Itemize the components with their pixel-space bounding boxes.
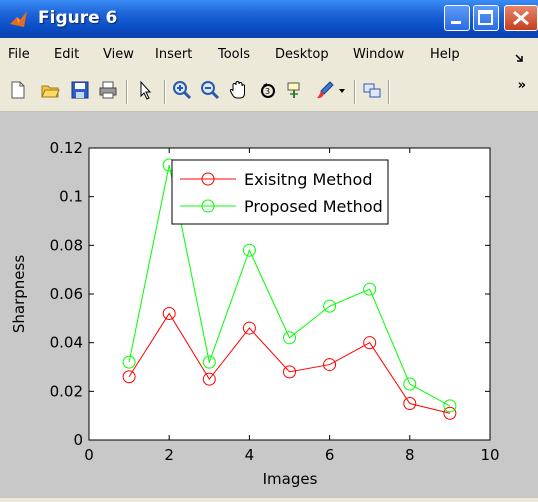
legend: Exisitng Method Proposed Method	[171, 159, 389, 225]
brush-icon[interactable]	[315, 80, 335, 100]
series-1-point	[443, 399, 457, 413]
menu-file[interactable]: File	[8, 47, 30, 62]
minimize-icon	[451, 21, 461, 24]
toolbar-overflow-button[interactable]: »	[517, 78, 526, 93]
series-line-0	[128, 312, 451, 414]
y-tick-label: 0.08	[50, 236, 83, 254]
x-tick-label: 0	[84, 446, 94, 464]
series-1-point	[122, 355, 136, 369]
toolbar: 3 »	[0, 68, 538, 112]
x-tick-label: 8	[405, 446, 415, 464]
series-1-point	[242, 243, 256, 257]
menu-bar: File Edit View Insert Tools Desktop Wind…	[0, 38, 538, 68]
y-tick-label: 0.1	[59, 188, 83, 206]
series-0-point	[323, 358, 337, 372]
series-0-point	[403, 397, 417, 410]
print-icon[interactable]	[98, 80, 118, 100]
menu-help[interactable]: Help	[430, 47, 460, 62]
series-1-point	[363, 282, 377, 296]
close-button[interactable]	[504, 5, 538, 31]
series-0-point	[122, 370, 136, 384]
legend-label-1: Proposed Method	[244, 197, 383, 216]
x-axis-label: Images	[263, 470, 318, 488]
menu-tools[interactable]: Tools	[218, 47, 251, 62]
y-tick-label: 0.06	[50, 285, 83, 303]
y-tick-label: 0.12	[50, 139, 83, 157]
dropdown-arrow-icon[interactable]	[337, 80, 347, 100]
menu-desktop[interactable]: Desktop	[275, 47, 329, 62]
link-plot-icon[interactable]	[362, 80, 382, 100]
open-file-icon[interactable]	[40, 80, 60, 100]
x-tick-label: 10	[480, 446, 499, 464]
legend-marker-1	[201, 199, 215, 213]
legend-label-0: Exisitng Method	[244, 170, 372, 189]
zoom-out-icon[interactable]	[200, 80, 220, 100]
window-title: Figure 6	[38, 8, 118, 28]
menu-edit[interactable]: Edit	[54, 47, 80, 62]
series-0-point	[162, 306, 176, 320]
series-0-point	[202, 372, 216, 386]
series-1-point	[403, 377, 417, 391]
series-0-point	[283, 365, 296, 379]
save-icon[interactable]	[70, 80, 90, 100]
close-icon	[513, 10, 529, 26]
x-tick-label: 6	[325, 446, 335, 464]
pan-hand-icon[interactable]	[228, 80, 248, 100]
title-bar[interactable]: Figure 6	[0, 0, 538, 38]
menu-window[interactable]: Window	[353, 47, 405, 62]
menu-insert[interactable]: Insert	[155, 47, 193, 62]
series-0-point	[363, 336, 377, 350]
maximize-icon	[478, 10, 493, 25]
series-1-point	[202, 355, 216, 369]
minimize-button[interactable]	[444, 5, 470, 31]
menu-view[interactable]: View	[103, 47, 134, 62]
series-1-point	[283, 331, 296, 345]
legend-marker-0	[201, 172, 215, 186]
series-line-1	[128, 164, 451, 407]
maximize-button[interactable]	[473, 5, 499, 31]
data-cursor-icon[interactable]	[286, 80, 306, 100]
line-chart: 0 2 4 6 8 10 0 0.02 0.04 0.06 0.08 0.1 0.12 Images S…	[10, 139, 500, 488]
svg-text:3: 3	[265, 87, 270, 96]
series-1-point	[323, 299, 337, 313]
y-tick-label: 0.04	[50, 334, 83, 352]
y-tick-label: 0	[73, 431, 83, 449]
matlab-logo-icon	[10, 11, 27, 27]
arrow-pointer-icon[interactable]	[136, 80, 156, 100]
x-tick-label: 2	[164, 446, 174, 464]
new-figure-icon[interactable]	[8, 80, 28, 100]
y-axis-label: Sharpness	[10, 255, 28, 333]
y-tick-label: 0.02	[50, 382, 83, 400]
rotate-3d-icon[interactable]: 3	[258, 80, 278, 100]
menu-dock-arrow-icon[interactable]	[514, 53, 528, 63]
zoom-in-icon[interactable]	[172, 80, 192, 100]
series-0-point	[443, 406, 457, 420]
x-tick-label: 4	[245, 446, 255, 464]
figure-canvas: 0 2 4 6 8 10 0 0.02 0.04 0.06 0.08 0.1 0.12 Images S…	[0, 112, 538, 498]
legend-box	[171, 159, 389, 225]
series-0-point	[242, 321, 256, 335]
